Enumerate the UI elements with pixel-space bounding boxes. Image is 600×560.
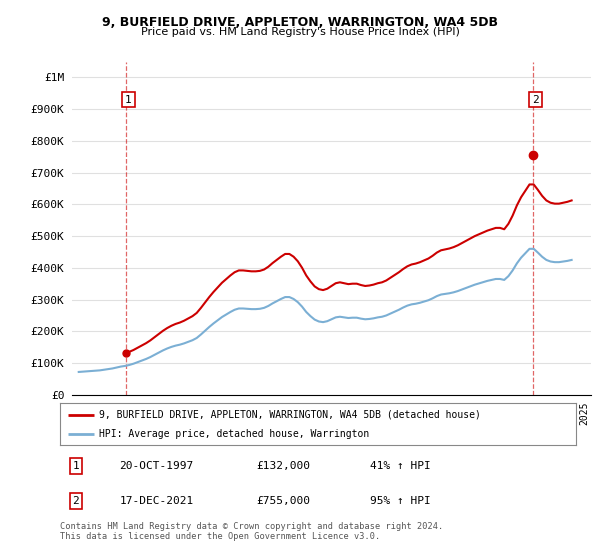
Text: 9, BURFIELD DRIVE, APPLETON, WARRINGTON, WA4 5DB (detached house): 9, BURFIELD DRIVE, APPLETON, WARRINGTON,… xyxy=(98,409,481,419)
Text: 2: 2 xyxy=(73,496,79,506)
Text: £132,000: £132,000 xyxy=(256,461,310,472)
Text: Contains HM Land Registry data © Crown copyright and database right 2024.
This d: Contains HM Land Registry data © Crown c… xyxy=(60,522,443,542)
Text: Price paid vs. HM Land Registry's House Price Index (HPI): Price paid vs. HM Land Registry's House … xyxy=(140,27,460,37)
Text: 20-OCT-1997: 20-OCT-1997 xyxy=(119,461,194,472)
Text: £755,000: £755,000 xyxy=(256,496,310,506)
Text: 9, BURFIELD DRIVE, APPLETON, WARRINGTON, WA4 5DB: 9, BURFIELD DRIVE, APPLETON, WARRINGTON,… xyxy=(102,16,498,29)
Text: HPI: Average price, detached house, Warrington: HPI: Average price, detached house, Warr… xyxy=(98,429,369,439)
Text: 1: 1 xyxy=(125,95,132,105)
Text: 17-DEC-2021: 17-DEC-2021 xyxy=(119,496,194,506)
Text: 41% ↑ HPI: 41% ↑ HPI xyxy=(370,461,430,472)
Text: 95% ↑ HPI: 95% ↑ HPI xyxy=(370,496,430,506)
Text: 1: 1 xyxy=(73,461,79,472)
Text: 2: 2 xyxy=(532,95,539,105)
